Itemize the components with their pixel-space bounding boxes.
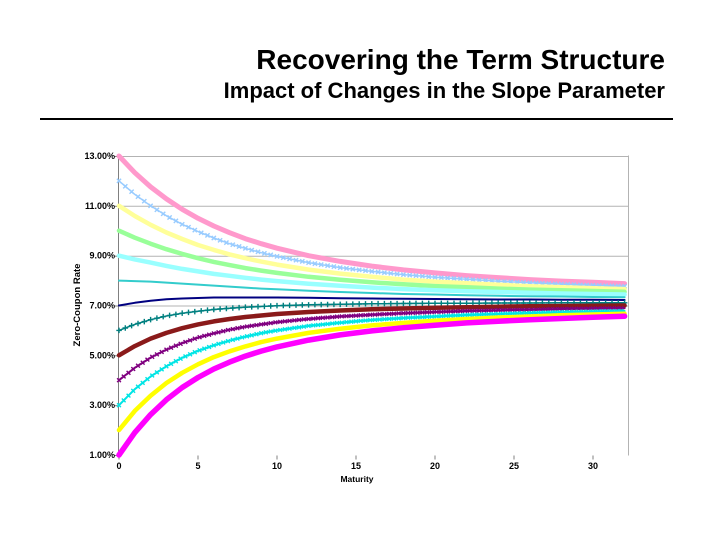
series-markers-1200	[116, 178, 628, 289]
x-tick-label: 25	[509, 461, 519, 471]
page-title: Recovering the Term Structure	[256, 44, 665, 75]
y-tick-label: 3.00%	[89, 400, 115, 410]
x-tick-label: 30	[588, 461, 598, 471]
series-line-1000	[116, 228, 627, 295]
x-tick-label: 0	[116, 461, 121, 471]
x-tick-label: 20	[430, 461, 440, 471]
slide-header: Recovering the Term Structure Impact of …	[0, 44, 665, 105]
series-line-1100	[116, 203, 627, 292]
series-line-200	[116, 311, 627, 433]
series-line-900	[116, 253, 627, 297]
term-structure-chart: 13.00% 11.00% 9.00% 7.00% 5.00% 3.00% 1.00%0 5 1…	[72, 151, 629, 484]
series-markers-600	[116, 300, 628, 334]
y-tick-label: 13.00%	[84, 151, 115, 161]
series-line-1300	[116, 153, 628, 287]
series-line-700	[118, 296, 626, 307]
y-tick-label: 1.00%	[89, 450, 115, 460]
series-line-800	[118, 279, 626, 299]
y-axis-title: Zero-Coupon Rate	[72, 264, 83, 347]
header-divider	[40, 118, 673, 120]
series-line-500	[116, 303, 627, 358]
x-tick-label: 15	[351, 461, 361, 471]
page-subtitle: Impact of Changes in the Slope Parameter	[223, 78, 665, 104]
series-line-100	[116, 313, 628, 458]
x-axis-title: Maturity	[340, 474, 373, 484]
series-markers-300	[116, 308, 624, 408]
y-tick-label: 7.00%	[89, 301, 115, 311]
y-tick-label: 9.00%	[89, 251, 115, 261]
y-tick-label: 11.00%	[85, 201, 115, 211]
y-tick-label: 5.00%	[89, 350, 115, 360]
x-tick-label: 5	[195, 461, 200, 471]
series-markers-400	[116, 305, 624, 383]
x-tick-label: 10	[272, 461, 282, 471]
